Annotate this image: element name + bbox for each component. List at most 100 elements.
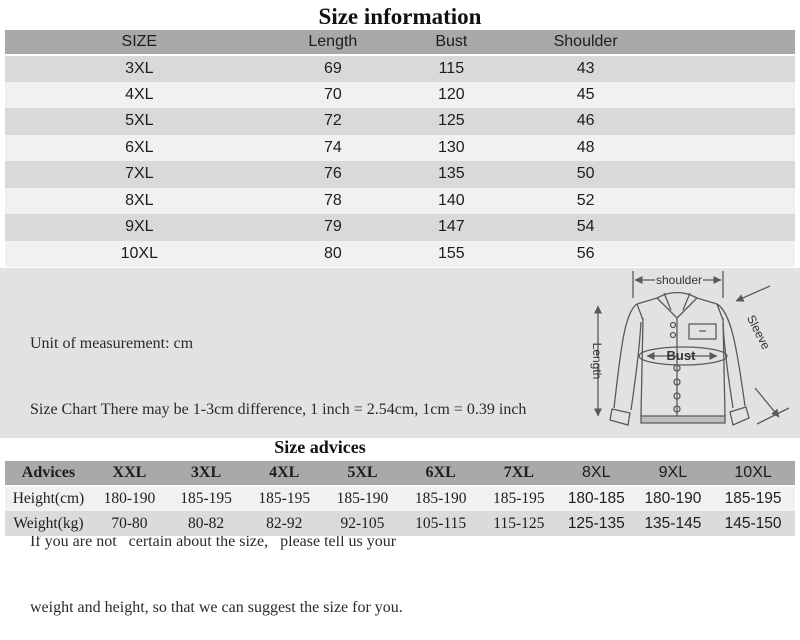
height-cell: 185-195: [711, 486, 795, 511]
size-cell: 5XL: [5, 108, 274, 135]
spacer-cell: [660, 134, 795, 161]
bust-cell: 120: [392, 81, 511, 108]
spacer-cell: [660, 108, 795, 135]
col-header-7xl: 7XL: [479, 461, 558, 487]
table-row: 4XL 70 120 45: [5, 81, 795, 108]
col-header-size: SIZE: [5, 30, 274, 56]
collar: [656, 291, 698, 319]
shoulder-cell: 45: [510, 81, 661, 108]
shoulder-lines: [636, 297, 718, 305]
shirt-measurement-diagram: shoulder Length Bust Sleeve: [573, 268, 798, 438]
length-cell: 70: [273, 81, 393, 108]
spacer-cell: [660, 81, 795, 108]
height-cell: 180-185: [557, 486, 635, 511]
col-header-advices: Advices: [5, 461, 92, 487]
bust-ellipse: [638, 346, 728, 366]
button: [669, 331, 677, 339]
height-cell: 185-190: [323, 486, 402, 511]
size-cell: 9XL: [5, 214, 274, 241]
pocket: [688, 323, 717, 340]
sleeve-tail-line: [756, 407, 790, 425]
weight-cell: 70-80: [91, 511, 167, 536]
sleeve-arrow-top: [735, 285, 771, 302]
page-title: Size information: [318, 4, 482, 29]
col-header-length: Length: [273, 30, 393, 56]
col-header-xxl: XXL: [91, 461, 167, 487]
note-line: Size Chart There may be 1-3cm difference…: [30, 401, 527, 418]
advices-title: Size advices: [274, 437, 366, 457]
spacer-cell: [660, 161, 795, 188]
right-cuff: [729, 406, 750, 426]
bust-cell: 115: [392, 55, 511, 82]
bust-label: Bust: [667, 348, 697, 363]
length-cell: 69: [273, 55, 393, 82]
shoulder-cell: 52: [510, 187, 661, 214]
table-row: 5XL 72 125 46: [5, 108, 795, 135]
size-cell: 6XL: [5, 134, 274, 161]
weight-cell: 105-115: [401, 511, 480, 536]
body-outline: [636, 303, 726, 417]
bust-cell: 140: [392, 187, 511, 214]
length-cell: 80: [273, 240, 393, 267]
weight-cell: 125-135: [557, 511, 635, 536]
table-row: 8XL 78 140 52: [5, 187, 795, 214]
weight-cell: 135-145: [634, 511, 712, 536]
note-line: If you are not certain about the size, p…: [30, 533, 397, 550]
height-cell: 180-190: [634, 486, 712, 511]
right-sleeve: [716, 303, 746, 409]
height-cell: 185-195: [245, 486, 324, 511]
weight-cell: 82-92: [245, 511, 324, 536]
weight-cell: 80-82: [166, 511, 246, 536]
size-cell: 4XL: [5, 81, 274, 108]
weight-cell: 145-150: [711, 511, 795, 536]
table-row: 10XL 80 155 56: [5, 240, 795, 267]
shoulder-cell: 56: [510, 240, 661, 267]
length-label: Length: [590, 343, 604, 380]
weight-cell: 115-125: [479, 511, 558, 536]
length-cell: 79: [273, 214, 393, 241]
table-row: 6XL 74 130 48: [5, 134, 795, 161]
shoulder-label: shoulder: [656, 273, 702, 287]
size-cell: 7XL: [5, 161, 274, 188]
spacer-cell: [660, 240, 795, 267]
button: [673, 392, 681, 400]
left-sleeve: [613, 303, 642, 411]
height-cell: 185-190: [401, 486, 480, 511]
bust-cell: 125: [392, 108, 511, 135]
length-cell: 76: [273, 161, 393, 188]
advices-header-row: Advices XXL 3XL 4XL 5XL 6XL 7XL 8XL 9XL …: [5, 461, 795, 487]
bust-cell: 155: [392, 240, 511, 267]
length-cell: 78: [273, 187, 393, 214]
note-line: Unit of measurement: cm: [30, 335, 194, 352]
sleeve-label: Sleeve: [744, 313, 773, 352]
note-line: weight and height, so that we can sugges…: [30, 599, 403, 616]
col-header-bust: Bust: [392, 30, 511, 56]
shoulder-cell: 50: [510, 161, 661, 188]
weight-row: Weight(kg) 70-80 80-82 82-92 92-105 105-…: [5, 511, 795, 536]
button: [673, 364, 681, 372]
button: [669, 321, 677, 329]
size-table-header-row: SIZE Length Bust Shoulder: [5, 30, 795, 56]
weight-cell: 92-105: [323, 511, 402, 536]
row-label: Weight(kg): [5, 511, 92, 536]
shoulder-cell: 48: [510, 134, 661, 161]
table-row: 9XL 79 147 54: [5, 214, 795, 241]
size-cell: 8XL: [5, 187, 274, 214]
col-header-8xl: 8XL: [557, 461, 635, 487]
height-row: Height(cm) 180-190 185-195 185-195 185-1…: [5, 486, 795, 511]
bust-cell: 135: [392, 161, 511, 188]
height-cell: 185-195: [166, 486, 246, 511]
row-label: Height(cm): [5, 486, 92, 511]
spacer-cell: [660, 214, 795, 241]
hem-band: [640, 415, 726, 424]
col-header-10xl: 10XL: [711, 461, 795, 487]
spacer-cell: [660, 187, 795, 214]
col-header-shoulder: Shoulder: [510, 30, 661, 56]
bust-cell: 147: [392, 214, 511, 241]
col-header-6xl: 6XL: [401, 461, 480, 487]
bust-cell: 130: [392, 134, 511, 161]
size-cell: 10XL: [5, 240, 274, 267]
notes-block: Unit of measurement: cm Size Chart There…: [0, 268, 800, 616]
spacer-cell: [660, 55, 795, 82]
